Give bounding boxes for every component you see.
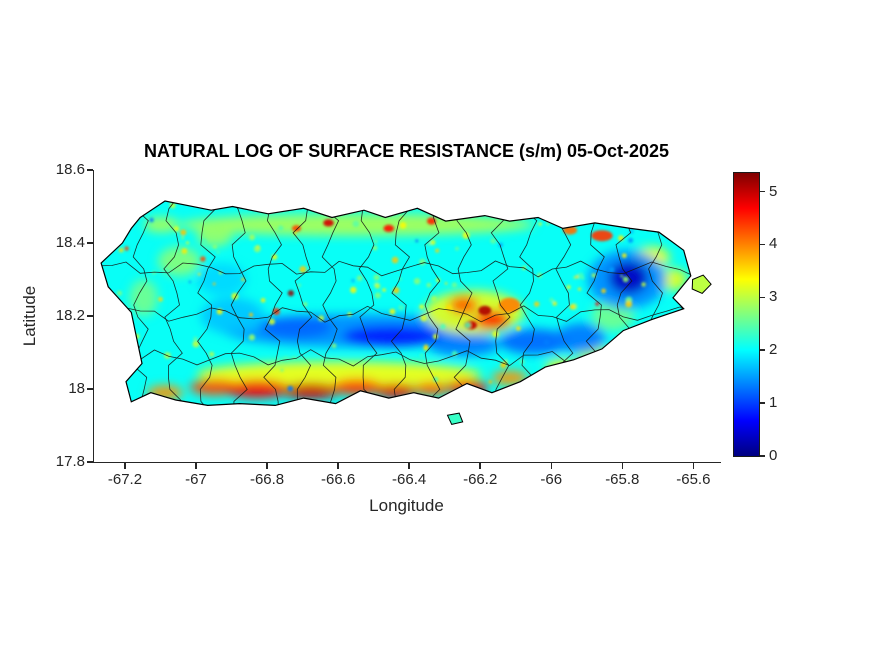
y-tick-label: 17.8 xyxy=(55,453,85,470)
y-tick-label: 18.4 xyxy=(55,234,85,251)
x-axis-label: Longitude xyxy=(369,496,444,515)
x-tick-mark xyxy=(692,463,695,469)
x-tick-label: -65.8 xyxy=(605,471,640,488)
y-tick-mark xyxy=(87,388,93,390)
colorbar xyxy=(733,172,760,457)
x-tick-label: -66.4 xyxy=(392,471,427,488)
heatmap-field xyxy=(101,201,691,406)
x-tick-mark xyxy=(408,463,410,469)
chart-title: NATURAL LOG OF SURFACE RESISTANCE (s/m) … xyxy=(143,141,670,161)
y-tick-mark xyxy=(87,169,93,171)
x-tick-mark xyxy=(124,463,126,469)
colorbar-tick-mark xyxy=(760,190,765,193)
x-tick-mark xyxy=(550,463,552,469)
x-tick-label: -67 xyxy=(185,471,207,488)
y-tick-mark xyxy=(87,315,93,317)
y-tick-label: 18.6 xyxy=(55,161,85,178)
colorbar-tick-mark xyxy=(760,455,765,457)
colorbar-tick-label: 1 xyxy=(769,394,778,412)
x-tick-mark xyxy=(266,463,268,469)
x-tick-mark xyxy=(195,463,197,469)
heatmap-svg xyxy=(100,200,712,425)
islet xyxy=(446,412,464,425)
x-tick-label: -66.6 xyxy=(321,471,356,488)
x-tick-mark xyxy=(337,463,339,469)
plot-area xyxy=(93,170,721,463)
y-tick-mark xyxy=(87,461,93,463)
x-tick-label: -67.2 xyxy=(107,471,143,488)
islet xyxy=(691,274,712,294)
colorbar-tick-label: 3 xyxy=(769,288,778,306)
coastline-outline xyxy=(100,200,692,407)
colorbar-tick-label: 5 xyxy=(769,182,778,200)
x-tick-label: -66.8 xyxy=(249,471,285,488)
heatmap-blobs xyxy=(129,213,688,400)
municipality-boundaries xyxy=(101,201,691,406)
x-tick-label: -66 xyxy=(540,471,563,488)
colorbar-tick-mark xyxy=(760,402,765,404)
colorbar-tick-label: 2 xyxy=(769,341,778,359)
x-tick-mark xyxy=(621,463,624,469)
x-tick-mark xyxy=(479,463,481,469)
y-tick-mark xyxy=(87,242,93,244)
y-tick-label: 18 xyxy=(68,380,85,397)
y-tick-label: 18.2 xyxy=(55,307,85,324)
x-tick-label: -66.2 xyxy=(463,471,498,488)
colorbar-tick-mark xyxy=(760,296,765,299)
colorbar-tick-mark xyxy=(760,243,765,246)
colorbar-tick-label: 4 xyxy=(769,235,778,253)
colorbar-tick-mark xyxy=(760,349,765,351)
x-tick-label: -65.6 xyxy=(676,471,711,488)
colorbar-tick-label: 0 xyxy=(769,447,778,464)
